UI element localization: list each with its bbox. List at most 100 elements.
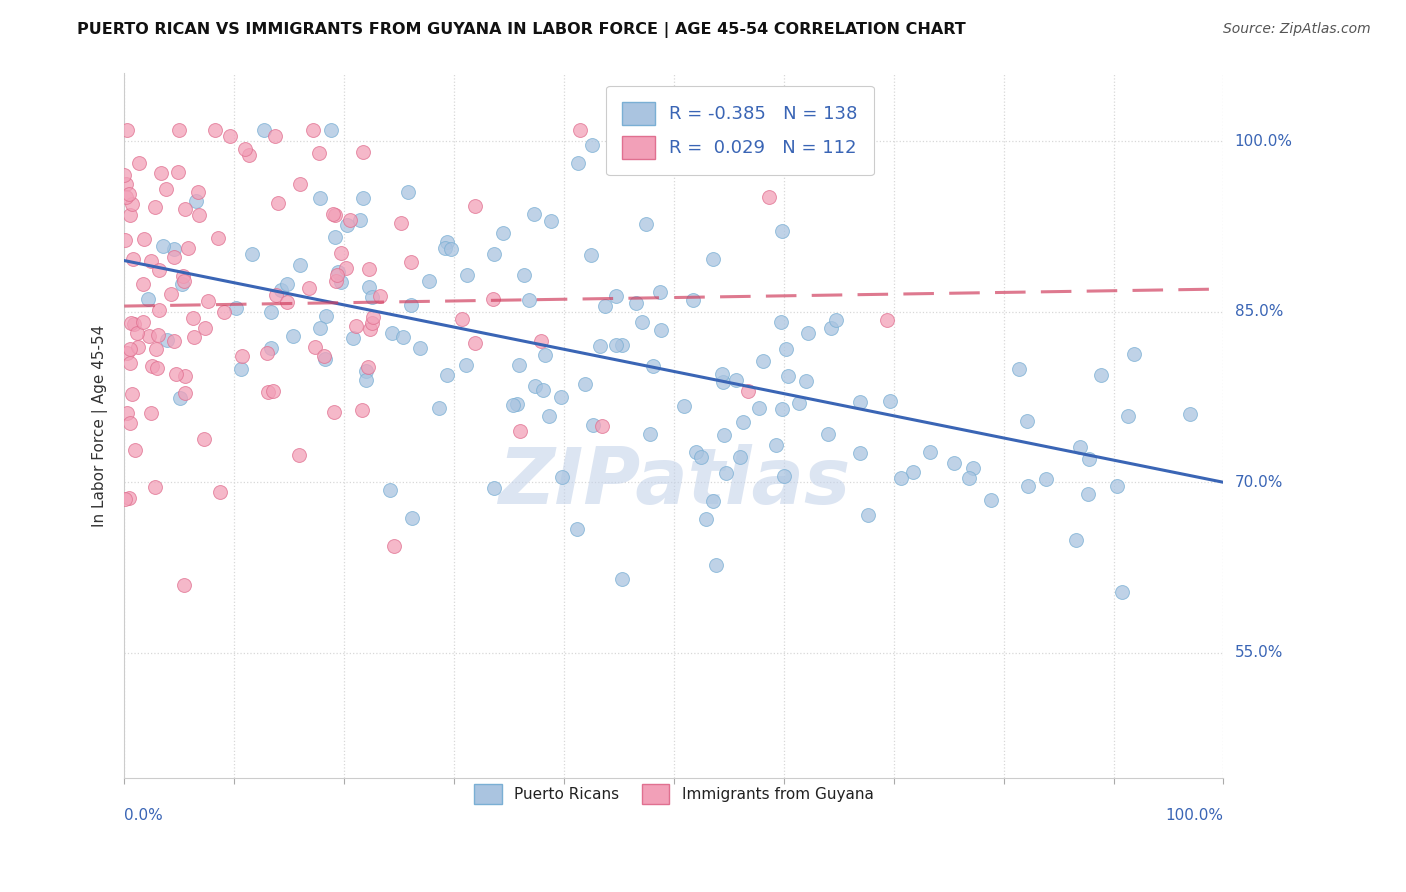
Point — [769, 315, 792, 329]
Point — [714, 466, 737, 480]
Text: 0.0%: 0.0% — [124, 808, 163, 823]
Point — [288, 448, 311, 462]
Point — [436, 235, 458, 249]
Point — [120, 342, 142, 356]
Point — [197, 293, 219, 308]
Point — [634, 217, 657, 231]
Text: 85.0%: 85.0% — [1234, 304, 1282, 319]
Point — [260, 341, 283, 355]
Point — [342, 330, 364, 344]
Point — [264, 288, 287, 302]
Point — [589, 339, 612, 353]
Point — [551, 470, 574, 484]
Point — [849, 446, 872, 460]
Point — [120, 416, 142, 430]
Point — [569, 123, 592, 137]
Point — [256, 346, 278, 360]
Point — [648, 285, 671, 299]
Point — [550, 390, 572, 404]
Point — [257, 385, 280, 400]
Point — [194, 321, 217, 335]
Point — [172, 277, 194, 292]
Point — [876, 312, 898, 326]
Point — [208, 485, 231, 500]
Point — [1116, 409, 1139, 424]
Point — [186, 194, 208, 208]
Point — [172, 268, 194, 283]
Point — [360, 290, 382, 304]
Point — [352, 145, 374, 159]
Point — [169, 391, 191, 405]
Point — [778, 368, 800, 383]
Point — [612, 337, 634, 351]
Point — [115, 346, 138, 360]
Point — [336, 218, 359, 232]
Y-axis label: In Labor Force | Age 45-54: In Labor Force | Age 45-54 — [93, 325, 108, 526]
Point — [523, 207, 546, 221]
Point — [114, 491, 136, 506]
Point — [298, 281, 321, 295]
Point — [920, 445, 942, 459]
Point — [650, 323, 672, 337]
Point — [631, 315, 654, 329]
Point — [540, 214, 562, 228]
Point — [121, 387, 143, 401]
Point — [824, 313, 846, 327]
Point — [359, 280, 381, 294]
Point — [270, 283, 292, 297]
Point — [132, 315, 155, 329]
Point — [148, 303, 170, 318]
Point — [820, 321, 842, 335]
Point — [682, 293, 704, 307]
Point — [1077, 451, 1099, 466]
Point — [290, 177, 312, 191]
Point — [212, 305, 235, 319]
Point — [325, 274, 347, 288]
Point — [309, 191, 332, 205]
Point — [148, 328, 170, 343]
Point — [233, 142, 256, 156]
Point — [174, 202, 197, 217]
Point — [380, 326, 402, 341]
Point — [464, 335, 486, 350]
Point — [163, 250, 186, 264]
Point — [183, 329, 205, 343]
Point — [378, 483, 401, 497]
Point — [357, 262, 380, 277]
Point — [155, 182, 177, 196]
Point — [408, 341, 430, 355]
Point — [238, 148, 260, 162]
Point — [132, 232, 155, 246]
Point — [1105, 479, 1128, 493]
Point — [335, 260, 357, 275]
Text: Source: ZipAtlas.com: Source: ZipAtlas.com — [1223, 22, 1371, 37]
Point — [350, 402, 373, 417]
Point — [361, 316, 384, 330]
Point — [253, 123, 276, 137]
Point — [567, 523, 589, 537]
Point — [204, 123, 226, 137]
Point — [288, 258, 311, 272]
Point — [389, 216, 412, 230]
Text: 70.0%: 70.0% — [1234, 475, 1282, 490]
Point — [207, 231, 229, 245]
Point — [114, 233, 136, 247]
Point — [325, 268, 347, 283]
Point — [737, 384, 759, 398]
Point — [329, 275, 352, 289]
Point — [225, 301, 247, 316]
Point — [267, 195, 290, 210]
Point — [382, 539, 405, 553]
Point — [770, 224, 793, 238]
Point — [591, 419, 613, 434]
Point — [638, 426, 661, 441]
Point — [163, 243, 186, 257]
Point — [502, 398, 524, 412]
Point — [166, 164, 188, 178]
Point — [574, 376, 596, 391]
Point — [139, 406, 162, 420]
Point — [187, 186, 209, 200]
Point — [538, 409, 561, 423]
Point — [304, 340, 326, 354]
Point — [450, 312, 472, 326]
